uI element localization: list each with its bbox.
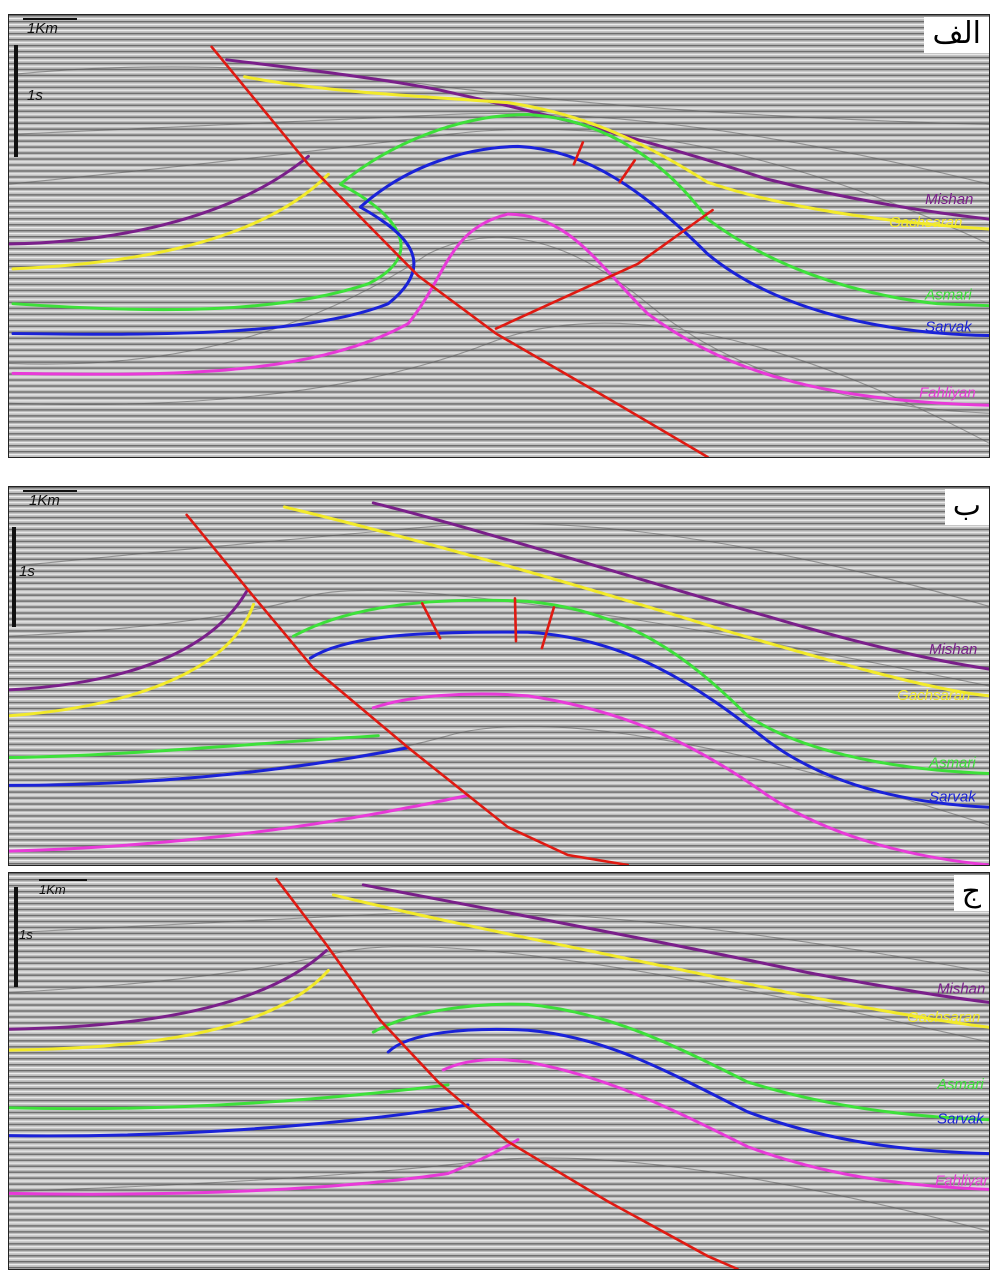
scale-label-length: 1Km <box>39 882 66 897</box>
horizon-mishan <box>9 883 989 1031</box>
horizon-fahliyan <box>11 212 989 407</box>
horizon-mishan <box>9 58 989 246</box>
minor-fault-b1 <box>420 602 442 640</box>
label-sarvak-a: Sarvak <box>925 319 973 336</box>
scale-label-time: 1s <box>27 87 43 104</box>
horizon-gachsaran <box>9 893 989 1052</box>
scale-bar-time <box>12 527 16 627</box>
horizon-sarvak <box>11 144 989 338</box>
main-fault-a <box>210 45 709 457</box>
horizon-gachsaran <box>11 75 989 271</box>
scale-label-length: 1Km <box>29 492 60 509</box>
label-gachsaran-c: Gachsaran <box>907 1009 980 1026</box>
scale-bar-time <box>14 45 18 157</box>
scale-bar-length <box>23 490 77 492</box>
label-mishan-a: Mishan <box>925 191 973 208</box>
scale-label-time: 1s <box>19 927 33 942</box>
label-asmari-c: Asmari <box>936 1076 984 1093</box>
main-fault-b <box>185 513 630 865</box>
horizon-fahliyan <box>9 692 989 865</box>
minor-fault-b2 <box>513 597 518 643</box>
seismic-section-a: Mishan Gachsaran Asmari Sarvak Fahliyan <box>9 15 989 457</box>
scale-bar-time <box>14 887 18 987</box>
horizon-sarvak <box>9 630 989 809</box>
main-fault-c <box>275 877 739 1269</box>
panel-letter: ج <box>953 875 989 911</box>
label-asmari-a: Asmari <box>924 287 972 304</box>
horizon-asmari <box>11 113 989 312</box>
scale-label-length: 1Km <box>27 20 58 37</box>
seismic-panel-c: Mishan Gachsaran Asmari Sarvak Fahliyan … <box>8 872 990 1270</box>
seismic-section-c: Mishan Gachsaran Asmari Sarvak Fahliyan <box>9 873 989 1269</box>
horizon-fahliyan <box>9 1058 989 1196</box>
seismic-section-b: Mishan Gachsaran Asmari Sarvak <box>9 487 989 865</box>
scale-label-time: 1s <box>19 563 35 580</box>
label-sarvak-b: Sarvak <box>929 788 977 805</box>
label-asmari-b: Asmari <box>928 755 976 772</box>
minor-fault-b3 <box>540 606 556 650</box>
horizon-mishan <box>9 501 989 692</box>
seismic-panel-a: Mishan Gachsaran Asmari Sarvak Fahliyan … <box>8 14 990 458</box>
horizon-asmari <box>9 598 989 775</box>
minor-fault-a2 <box>618 159 637 184</box>
back-fault-a <box>494 208 714 330</box>
minor-fault-a1 <box>572 141 585 166</box>
label-fahliyan-a: Fahliyan <box>919 384 976 401</box>
seismic-panel-b: Mishan Gachsaran Asmari Sarvak 1Km 1s ب <box>8 486 990 866</box>
label-sarvak-c: Sarvak <box>937 1111 985 1128</box>
label-gachsaran-b: Gachsaran <box>897 687 970 704</box>
scale-bar-length <box>23 18 77 20</box>
scale-bar-length <box>39 879 87 881</box>
horizon-gachsaran <box>9 505 989 718</box>
label-mishan-b: Mishan <box>929 641 977 658</box>
label-mishan-c: Mishan <box>937 980 985 997</box>
label-fahliyan-c: Fahliyan <box>935 1172 989 1189</box>
panel-letter: الف <box>924 17 989 53</box>
panel-letter: ب <box>944 489 989 525</box>
horizon-asmari <box>9 1002 989 1122</box>
horizon-sarvak <box>9 1027 989 1156</box>
label-gachsaran-a: Gachsaran <box>889 214 962 231</box>
